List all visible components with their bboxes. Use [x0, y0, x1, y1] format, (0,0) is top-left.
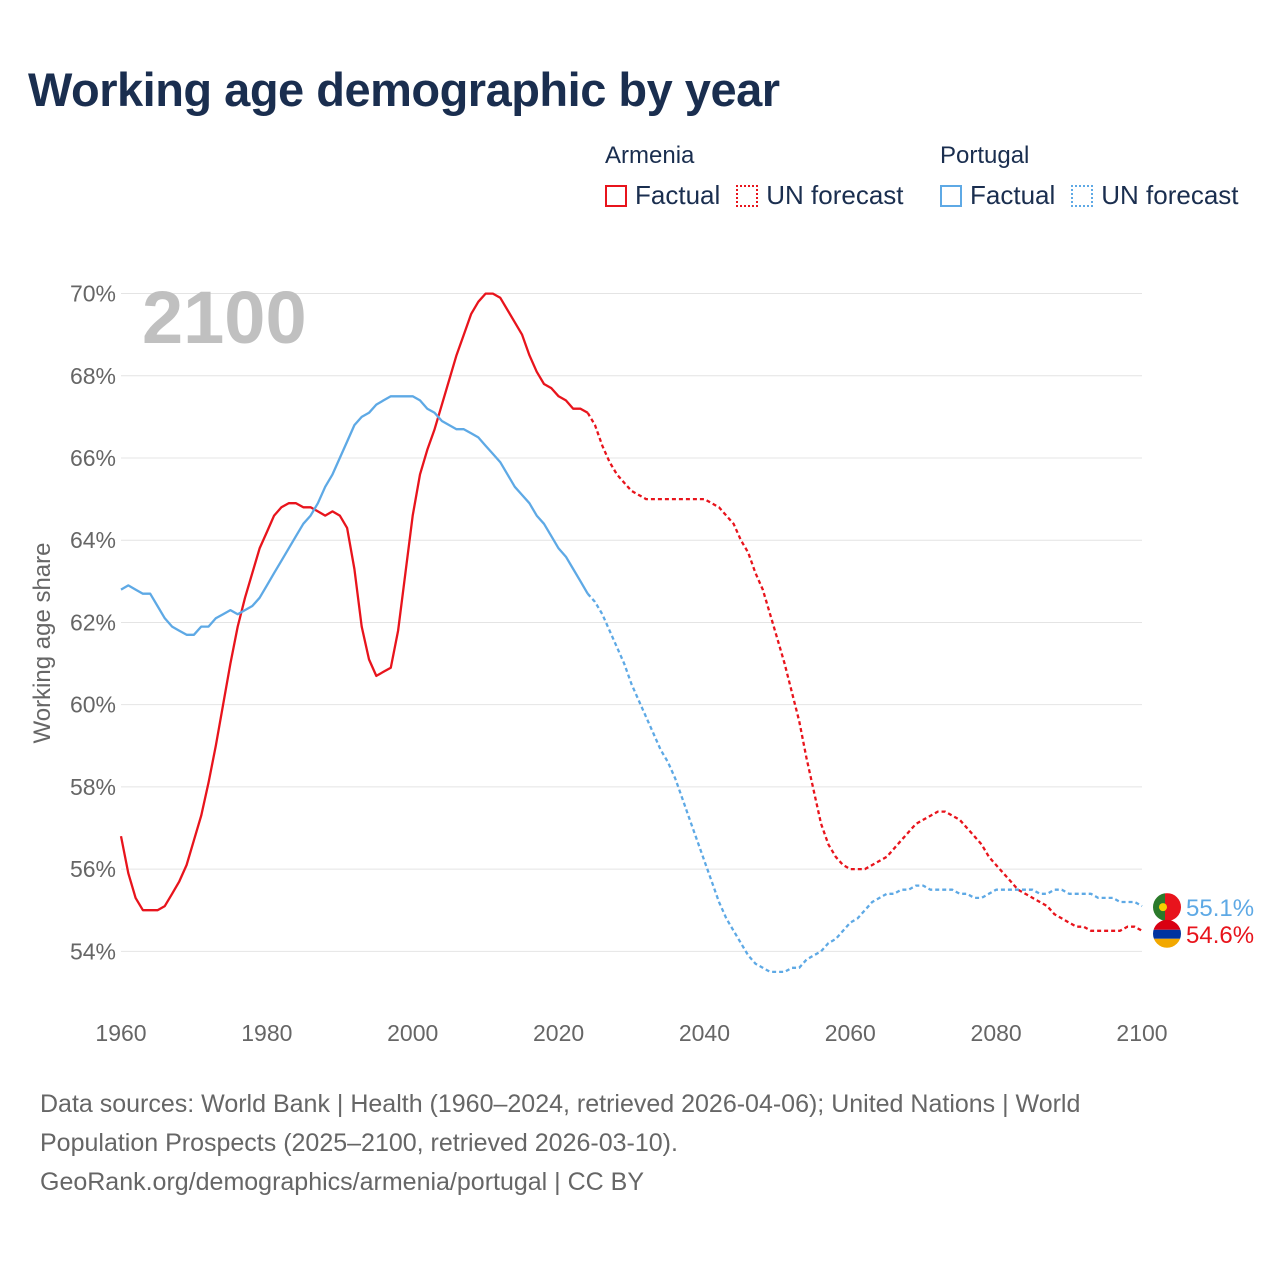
legend-portugal-factual-label: Factual [970, 180, 1056, 210]
source-link[interactable]: GeoRank.org/demographics/armenia/portuga… [40, 1168, 645, 1196]
y-tick-label: 62% [70, 609, 116, 635]
armenia-flag-icon [1153, 919, 1181, 948]
legend-armenia-title: Armenia [605, 142, 695, 169]
watermark-year: 2100 [142, 276, 307, 359]
series-lines [119, 292, 1143, 974]
y-tick-label: 66% [70, 445, 116, 471]
legend-armenia: Armenia Factual UN forecast [605, 142, 920, 211]
x-tick-label: 2040 [679, 1020, 730, 1046]
y-axis-ticks: 54% 56% 58% 60% 62% 64% 66% 68% 70% [70, 281, 116, 965]
source-line-2: Population Prospects (2025–2100, retriev… [40, 1129, 678, 1157]
legend-armenia-factual-swatch [605, 184, 627, 207]
legend-portugal-forecast[interactable]: UN forecast [1071, 180, 1239, 211]
x-tick-label: 2000 [387, 1020, 438, 1046]
portugal-end-label: 55.1% [1186, 895, 1254, 922]
legend-armenia-forecast[interactable]: UN forecast [736, 180, 904, 211]
y-tick-label: 60% [70, 692, 116, 718]
y-tick-label: 54% [70, 938, 116, 964]
x-tick-label: 2080 [971, 1020, 1022, 1046]
portugal-forecast-line[interactable] [586, 592, 1143, 974]
x-tick-label: 2100 [1116, 1020, 1167, 1046]
y-tick-label: 64% [70, 527, 116, 553]
legend-armenia-forecast-label: UN forecast [766, 180, 904, 210]
y-tick-label: 68% [70, 363, 116, 389]
armenia-forecast-line[interactable] [586, 412, 1143, 932]
legend-portugal-forecast-label: UN forecast [1101, 180, 1239, 210]
x-tick-label: 2060 [825, 1020, 876, 1046]
legend-portugal-factual[interactable]: Factual [940, 180, 1055, 211]
legend-armenia-factual[interactable]: Factual [605, 180, 720, 211]
legend-portugal-forecast-swatch [1071, 184, 1094, 207]
grid-lines [121, 293, 1142, 952]
portugal-factual-line[interactable] [120, 395, 589, 636]
end-labels: 55.1%54.6% [1153, 893, 1254, 949]
source-line-1: Data sources: World Bank | Health (1960–… [40, 1090, 1081, 1118]
x-tick-label: 2020 [533, 1020, 584, 1046]
y-axis-label: Working age share [29, 543, 56, 744]
data-sources: Data sources: World Bank | Health (1960–… [40, 1085, 1240, 1202]
legend-portugal-title: Portugal [940, 142, 1030, 169]
portugal-flag-icon [1153, 893, 1181, 922]
x-tick-label: 1980 [241, 1020, 292, 1046]
y-tick-label: 58% [70, 774, 116, 800]
armenia-end-label: 54.6% [1186, 922, 1254, 949]
chart-title: Working age demographic by year [28, 63, 780, 116]
x-tick-label: 1960 [95, 1020, 146, 1046]
legend-portugal: Portugal Factual UN forecast [940, 142, 1255, 211]
x-axis-ticks: 1960 1980 2000 2020 2040 2060 2080 2100 [95, 1020, 1167, 1046]
y-tick-label: 56% [70, 856, 116, 882]
legend-armenia-factual-label: Factual [635, 180, 721, 210]
y-tick-label: 70% [70, 281, 116, 307]
armenia-factual-line[interactable] [119, 292, 589, 912]
legend-armenia-forecast-swatch [736, 184, 759, 207]
legend-portugal-factual-swatch [940, 184, 962, 207]
